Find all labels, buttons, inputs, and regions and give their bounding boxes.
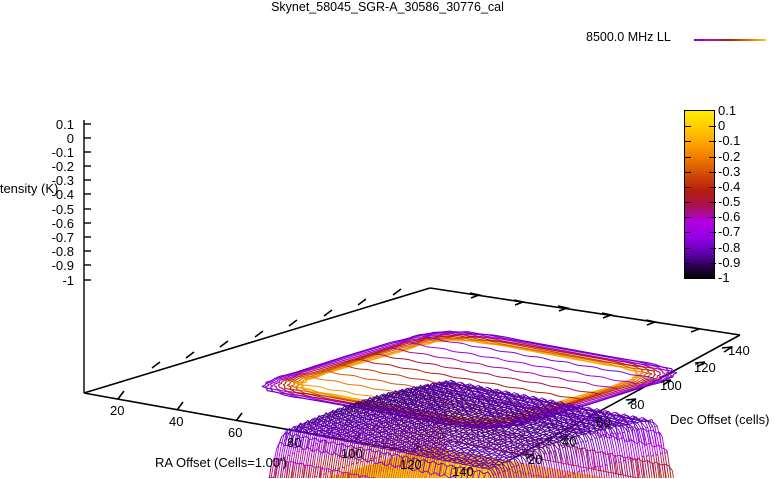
- mesh-line: [654, 423, 657, 426]
- mesh-line: [561, 419, 564, 420]
- mesh-line: [475, 395, 478, 396]
- mesh-line: [543, 402, 546, 403]
- mesh-line: [565, 416, 568, 417]
- mesh-line: [589, 425, 592, 426]
- mesh-line: [630, 416, 633, 418]
- mesh-line: [539, 398, 542, 400]
- mesh-line: [619, 425, 622, 426]
- mesh-line: [618, 429, 621, 433]
- mesh-line: [573, 411, 576, 412]
- mesh-line: [622, 475, 636, 478]
- mesh-line: [459, 382, 462, 383]
- mesh-line: [423, 391, 426, 392]
- mesh-line: [429, 393, 432, 394]
- mesh-line: [621, 446, 624, 459]
- mesh-line: [476, 385, 479, 387]
- mesh-line: [503, 391, 506, 392]
- mesh-line: [455, 383, 458, 384]
- mesh-line: [584, 414, 587, 416]
- mesh-line: [643, 424, 646, 427]
- mesh-line: [583, 410, 586, 412]
- axis-left-edge: [84, 288, 430, 393]
- mesh-line: [520, 411, 523, 412]
- mesh-line: [502, 400, 505, 401]
- mesh-line: [448, 380, 451, 382]
- mesh-line: [498, 390, 501, 391]
- mesh-line: [638, 424, 641, 429]
- mesh-line: [649, 420, 652, 421]
- mesh-line: [518, 411, 521, 412]
- mesh-line: [479, 404, 482, 406]
- mesh-line: [517, 404, 520, 405]
- mesh-line: [536, 408, 539, 409]
- mesh-line: [531, 396, 534, 397]
- mesh-line: [539, 414, 542, 415]
- mesh-line: [573, 406, 576, 407]
- mesh-line: [665, 449, 668, 451]
- mesh-line: [441, 385, 444, 386]
- mesh-line: [507, 409, 510, 411]
- mesh-line: [667, 451, 670, 471]
- mesh-line: [639, 443, 642, 456]
- mesh-line: [435, 395, 438, 396]
- mesh-line: [628, 460, 631, 478]
- mesh-line: [672, 471, 675, 478]
- mesh-line: [612, 419, 615, 421]
- mesh-line: [547, 416, 550, 417]
- mesh-line: [591, 411, 594, 412]
- mesh-line: [512, 393, 515, 395]
- mesh-line: [468, 384, 471, 385]
- mesh-line: [586, 407, 589, 408]
- mesh-line: [472, 388, 475, 389]
- mesh-line: [628, 444, 631, 458]
- mesh-line: [456, 398, 459, 399]
- mesh-line: [651, 440, 654, 455]
- mesh-line: [612, 426, 615, 427]
- mesh-line: [528, 400, 531, 402]
- mesh-line: [525, 401, 528, 402]
- mesh-line: [526, 397, 529, 398]
- mesh-line: [501, 397, 504, 398]
- mesh-line: [471, 385, 474, 386]
- mesh-line: [613, 429, 616, 434]
- mesh-line: [597, 410, 600, 411]
- mesh-line: [484, 404, 487, 405]
- back-axis-ticks: [152, 289, 699, 368]
- mesh-line: [650, 428, 653, 440]
- mesh-line: [657, 426, 660, 438]
- mesh-line: [524, 403, 527, 404]
- mesh-line: [575, 422, 578, 423]
- mesh-line: [632, 444, 635, 458]
- mesh-line: [646, 441, 649, 454]
- mesh-line: [613, 434, 616, 446]
- mesh-line: [650, 423, 653, 426]
- mesh-line: [460, 383, 463, 385]
- mesh-line: [421, 391, 424, 392]
- mesh-line: [603, 411, 606, 413]
- mesh-line: [647, 457, 650, 475]
- mesh-line: [594, 409, 597, 410]
- mesh-line: [624, 424, 627, 425]
- z-axis: [84, 120, 91, 393]
- mesh-line: [555, 404, 558, 405]
